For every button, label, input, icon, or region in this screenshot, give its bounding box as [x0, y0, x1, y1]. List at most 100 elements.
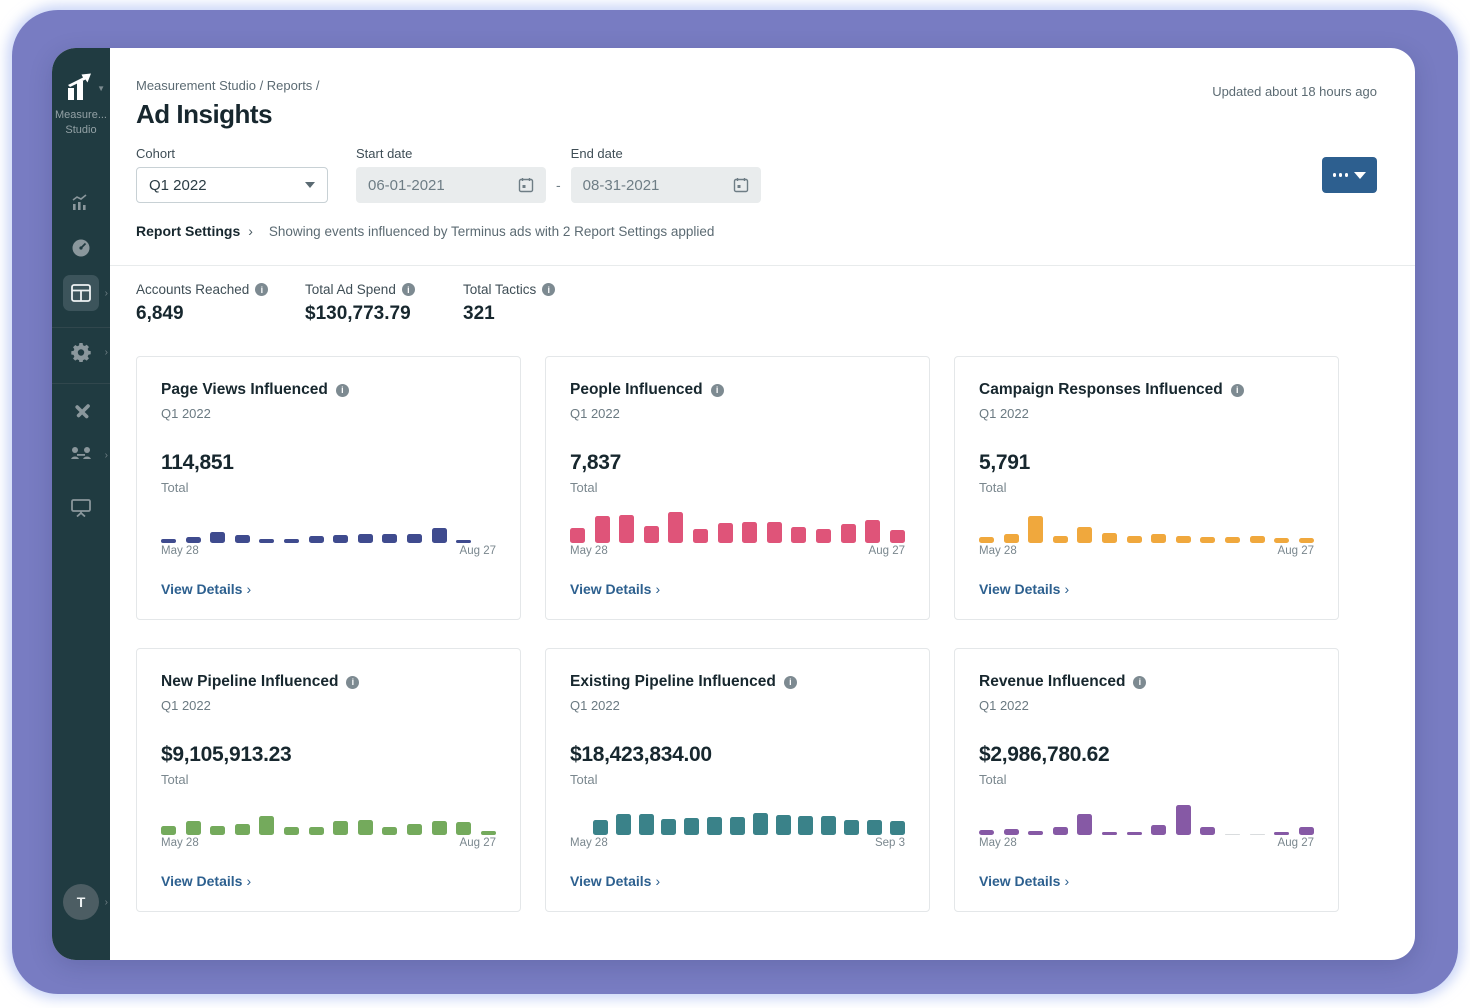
card-title: Campaign Responses Influenced i	[979, 381, 1314, 399]
summary-stats: Accounts Reached i 6,849 Total Ad Spend i …	[136, 282, 1377, 325]
sidebar-item-settings[interactable]	[52, 342, 110, 362]
view-details-link[interactable]: View Details ›	[161, 581, 251, 597]
dashboard-icon	[72, 239, 90, 257]
card-subtitle: Q1 2022	[979, 698, 1029, 713]
chart-bar	[668, 512, 684, 543]
app-window: ▼ Measure... Studio	[52, 48, 1415, 960]
card-total-value: 7,837	[570, 451, 622, 474]
sidebar-divider	[52, 383, 110, 384]
view-details-link[interactable]: View Details ›	[161, 873, 251, 889]
chart-bar	[1274, 832, 1290, 835]
settings-expand-chevron[interactable]: ›	[104, 347, 108, 358]
breadcrumb[interactable]: Measurement Studio / Reports /	[136, 78, 320, 93]
card-title: People Influenced i	[570, 381, 905, 399]
info-icon[interactable]: i	[401, 283, 415, 296]
chart-start-date: May 28	[979, 545, 1017, 557]
report-settings-link[interactable]: Report Settings	[136, 223, 241, 239]
card-title: New Pipeline Influenced i	[161, 673, 496, 691]
chart-bar	[889, 530, 905, 543]
section-divider	[110, 265, 1415, 266]
info-icon[interactable]: i	[710, 383, 724, 397]
reports-expand-chevron[interactable]: ›	[104, 288, 108, 299]
chart-bar	[1077, 814, 1093, 835]
chart-bar	[707, 817, 723, 835]
sidebar-item-analytics[interactable]	[52, 192, 110, 212]
chart-bar	[1200, 537, 1216, 543]
card-title-text: Revenue Influenced	[979, 673, 1126, 690]
chart-bar	[1175, 536, 1191, 543]
sidebar-item-presentation[interactable]	[52, 498, 110, 517]
more-actions-button[interactable]	[1322, 157, 1377, 193]
start-date-input[interactable]: 06-01-2021	[356, 167, 546, 203]
chart-end-date: Aug 27	[868, 545, 905, 557]
view-details-link[interactable]: View Details ›	[570, 873, 660, 889]
chart-bar	[1151, 534, 1167, 543]
cohort-select[interactable]: Q1 2022	[136, 167, 328, 203]
mini-bar-chart	[570, 487, 905, 543]
info-icon[interactable]: i	[346, 675, 360, 689]
start-date-value: 06-01-2021	[368, 176, 445, 194]
view-details-link[interactable]: View Details ›	[570, 581, 660, 597]
info-icon[interactable]: i	[255, 283, 269, 296]
card-subtitle: Q1 2022	[570, 698, 620, 713]
card-total-label: Total	[979, 480, 1007, 495]
chart-bar	[333, 535, 349, 543]
stat-value: $130,773.79	[305, 303, 411, 324]
page-header: Measurement Studio / Reports / Ad Insigh…	[136, 48, 1377, 130]
measurement-studio-logo[interactable]	[52, 72, 110, 107]
user-avatar[interactable]: T	[63, 884, 99, 920]
chart-bar	[1052, 827, 1068, 835]
card-total-value: $9,105,913.23	[161, 743, 292, 766]
mini-bar-chart	[979, 779, 1314, 835]
chart-bar	[1175, 805, 1191, 835]
desktop-backdrop: ▼ Measure... Studio	[12, 10, 1458, 994]
chart-bar	[594, 516, 610, 543]
sidebar-item-connections[interactable]	[52, 445, 110, 463]
card-total-value: $18,423,834.00	[570, 743, 712, 766]
card-subtitle: Q1 2022	[979, 406, 1029, 421]
card-subtitle: Q1 2022	[161, 406, 211, 421]
metric-card: Page Views Influenced i Q1 2022 114,851 …	[136, 356, 521, 620]
view-details-text: View Details	[161, 873, 243, 889]
view-details-text: View Details	[570, 581, 652, 597]
chevron-right-icon: ›	[1064, 873, 1070, 889]
card-total-label: Total	[161, 480, 189, 495]
metric-cards-grid: Page Views Influenced i Q1 2022 114,851 …	[136, 356, 1340, 912]
chart-x-labels: May 28 Aug 27	[979, 545, 1314, 557]
info-icon[interactable]: i	[542, 283, 556, 296]
connections-expand-chevron[interactable]: ›	[104, 450, 108, 461]
chart-bar	[615, 814, 631, 835]
chart-bar	[1249, 536, 1265, 543]
end-date-field: End date 08-31-2021	[570, 146, 761, 203]
calendar-icon	[733, 178, 748, 193]
chart-bar	[775, 815, 791, 835]
chart-bar	[643, 526, 659, 543]
info-icon[interactable]: i	[1230, 383, 1244, 397]
metric-card: People Influenced i Q1 2022 7,837 Total …	[545, 356, 930, 620]
chart-x-labels: May 28 Sep 3	[570, 837, 905, 849]
sidebar-item-tools[interactable]	[52, 402, 110, 422]
chart-bar	[866, 820, 882, 835]
info-icon[interactable]: i	[783, 675, 797, 689]
main-content: Measurement Studio / Reports / Ad Insigh…	[110, 48, 1415, 960]
chart-bar	[1102, 832, 1118, 835]
view-details-link[interactable]: View Details ›	[979, 581, 1069, 597]
chart-bar	[1274, 538, 1290, 543]
info-icon[interactable]: i	[1133, 675, 1147, 689]
chart-bar	[456, 822, 472, 835]
sidebar-item-reports-active[interactable]	[63, 275, 99, 311]
info-icon[interactable]: i	[335, 383, 349, 397]
chart-bar	[480, 831, 496, 835]
avatar-letter: T	[76, 894, 86, 910]
stat-value: 321	[463, 303, 495, 324]
chart-bar	[357, 534, 373, 543]
end-date-input[interactable]: 08-31-2021	[570, 167, 761, 203]
avatar-expand-chevron[interactable]: ›	[104, 897, 108, 908]
report-settings-row: Report Settings › Showing events influen…	[136, 223, 1377, 239]
chart-bar	[570, 528, 585, 543]
chart-end-date: Aug 27	[459, 545, 496, 557]
chart-bar	[234, 535, 250, 543]
view-details-link[interactable]: View Details ›	[979, 873, 1069, 889]
logo-caret-icon[interactable]: ▼	[97, 84, 105, 93]
sidebar-item-dashboard[interactable]	[52, 238, 110, 258]
